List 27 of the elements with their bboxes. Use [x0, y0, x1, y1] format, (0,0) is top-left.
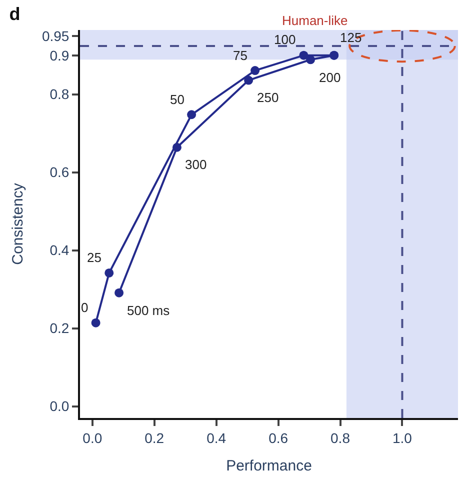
y-tick-label: 0.8 — [50, 86, 70, 102]
x-tick-label: 0.6 — [268, 430, 288, 446]
annotation: 25 — [87, 250, 102, 265]
chart-title: d — [9, 4, 20, 24]
annotation: 125 — [340, 30, 362, 45]
text: Human-like — [282, 13, 348, 28]
y-tick-label: 0.95 — [42, 28, 70, 44]
x-tick-label: 0.2 — [144, 430, 164, 446]
annotation: 500 ms — [127, 303, 170, 318]
y-tick-label: 0.4 — [50, 242, 70, 258]
annotation: 100 — [274, 32, 296, 47]
y-tick-label: 0.6 — [50, 164, 70, 180]
y-axis-title: Consistency — [10, 182, 27, 265]
y-tick-label: 0.0 — [50, 398, 70, 414]
x-tick-label: 0.4 — [206, 430, 226, 446]
annotation: 0 — [81, 300, 88, 315]
x-axis-title: Performance — [226, 457, 312, 474]
y-tick-label: 0.9 — [50, 47, 70, 64]
annotation: 75 — [233, 48, 248, 63]
y-tick-label: 0.2 — [50, 320, 70, 336]
annotation: 300 — [185, 157, 207, 172]
x-tick-label: 1.0 — [392, 430, 412, 446]
annotation: 200 — [319, 70, 341, 85]
x-tick-label: 0.8 — [330, 430, 350, 446]
annotation: 250 — [257, 90, 279, 105]
x-tick-label: 0.0 — [82, 430, 102, 446]
annotation: 50 — [170, 92, 184, 107]
